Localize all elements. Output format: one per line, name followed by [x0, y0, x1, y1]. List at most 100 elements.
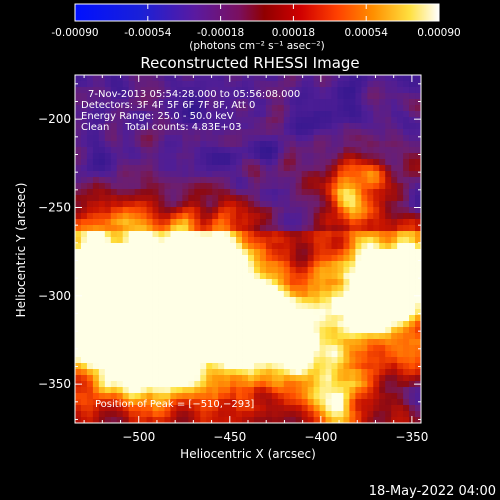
- heatmap-cell: [253, 93, 261, 100]
- heatmap-cell: [140, 363, 147, 370]
- heatmap-cell: [188, 213, 195, 220]
- heatmap-cell: [271, 315, 279, 322]
- heatmap-cell: [218, 141, 225, 148]
- heatmap-cell: [188, 363, 195, 370]
- heatmap-cell: [391, 393, 398, 400]
- heatmap-cell: [116, 213, 124, 220]
- heatmap-cell: [116, 225, 124, 232]
- heatmap-cell: [242, 123, 249, 130]
- heatmap-cell: [259, 417, 267, 423]
- heatmap-cell: [265, 321, 273, 328]
- heatmap-cell: [164, 255, 171, 262]
- heatmap-cell: [110, 357, 118, 364]
- heatmap-cell: [379, 159, 386, 166]
- heatmap-cell: [397, 285, 404, 292]
- heatmap-cell: [188, 387, 195, 394]
- heatmap-cell: [337, 75, 344, 82]
- heatmap-cell: [86, 273, 94, 280]
- heatmap-cell: [75, 153, 82, 160]
- heatmap-cell: [152, 177, 159, 184]
- heatmap-cell: [379, 111, 386, 118]
- heatmap-cell: [92, 231, 100, 238]
- heatmap-cell: [92, 315, 100, 322]
- heatmap-cell: [170, 183, 177, 190]
- heatmap-cell: [343, 159, 350, 166]
- heatmap-cell: [188, 267, 195, 274]
- heatmap-cell: [140, 333, 147, 340]
- heatmap-cell: [140, 273, 147, 280]
- heatmap-cell: [146, 381, 153, 388]
- x-tick-label: −400: [304, 430, 337, 444]
- heatmap-cell: [349, 201, 356, 208]
- heatmap-cell: [253, 357, 261, 364]
- heatmap-cell: [355, 279, 362, 286]
- heatmap-cell: [140, 225, 147, 232]
- heatmap-cell: [188, 309, 195, 316]
- heatmap-cell: [230, 315, 237, 322]
- heatmap-cell: [176, 315, 183, 322]
- heatmap-cell: [140, 111, 147, 118]
- heatmap-cell: [218, 225, 225, 232]
- heatmap-cell: [373, 333, 380, 340]
- heatmap-cell: [331, 333, 338, 340]
- heatmap-cell: [361, 309, 368, 316]
- heatmap-cell: [86, 201, 94, 208]
- heatmap-cell: [176, 75, 183, 82]
- heatmap-cell: [134, 141, 142, 148]
- heatmap-cell: [170, 309, 177, 316]
- heatmap-cell: [206, 393, 213, 400]
- heatmap-cell: [265, 225, 273, 232]
- heatmap-cell: [212, 177, 219, 184]
- heatmap-cell: [92, 147, 100, 154]
- heatmap-cell: [259, 309, 267, 316]
- heatmap-cell: [176, 249, 183, 256]
- heatmap-cell: [307, 381, 315, 388]
- heatmap-cell: [170, 369, 177, 376]
- heatmap-cell: [331, 183, 338, 190]
- heatmap-cell: [385, 213, 392, 220]
- heatmap-cell: [242, 411, 249, 418]
- heatmap-cell: [98, 147, 106, 154]
- heatmap-cell: [259, 267, 267, 274]
- heatmap-cell: [170, 165, 177, 172]
- colorbar: [74, 3, 440, 22]
- heatmap-cell: [349, 273, 356, 280]
- heatmap-cell: [313, 315, 320, 322]
- heatmap-cell: [224, 363, 231, 370]
- heatmap-cell: [277, 405, 285, 412]
- heatmap-cell: [343, 351, 350, 358]
- heatmap-cell: [80, 231, 88, 238]
- heatmap-cell: [128, 117, 136, 124]
- heatmap-cell: [301, 195, 309, 202]
- heatmap-cell: [367, 387, 374, 394]
- heatmap-cell: [248, 387, 255, 394]
- heatmap-cell: [116, 117, 124, 124]
- heatmap-cell: [403, 255, 410, 262]
- heatmap-cell: [146, 75, 153, 82]
- heatmap-cell: [331, 255, 338, 262]
- heatmap-cell: [319, 279, 326, 286]
- heatmap-cell: [313, 171, 320, 178]
- heatmap-cell: [86, 381, 94, 388]
- heatmap-cell: [200, 279, 207, 286]
- heatmap-cell: [116, 183, 124, 190]
- heatmap-cell: [104, 411, 112, 418]
- heatmap-cell: [307, 327, 315, 334]
- heatmap-cell: [158, 171, 165, 178]
- heatmap-cell: [212, 129, 219, 136]
- heatmap-cell: [409, 147, 416, 154]
- heatmap-cell: [140, 231, 147, 238]
- heatmap-cell: [98, 363, 106, 370]
- heatmap-cell: [164, 375, 171, 382]
- heatmap-cell: [110, 207, 118, 214]
- heatmap-cell: [200, 87, 207, 94]
- heatmap-cell: [200, 267, 207, 274]
- heatmap-cell: [355, 111, 362, 118]
- heatmap-cell: [397, 357, 404, 364]
- heatmap-cell: [128, 231, 136, 238]
- heatmap-cell: [110, 267, 118, 274]
- heatmap-cell: [176, 303, 183, 310]
- heatmap-cell: [224, 321, 231, 328]
- heatmap-cell: [224, 315, 231, 322]
- heatmap-cell: [170, 363, 177, 370]
